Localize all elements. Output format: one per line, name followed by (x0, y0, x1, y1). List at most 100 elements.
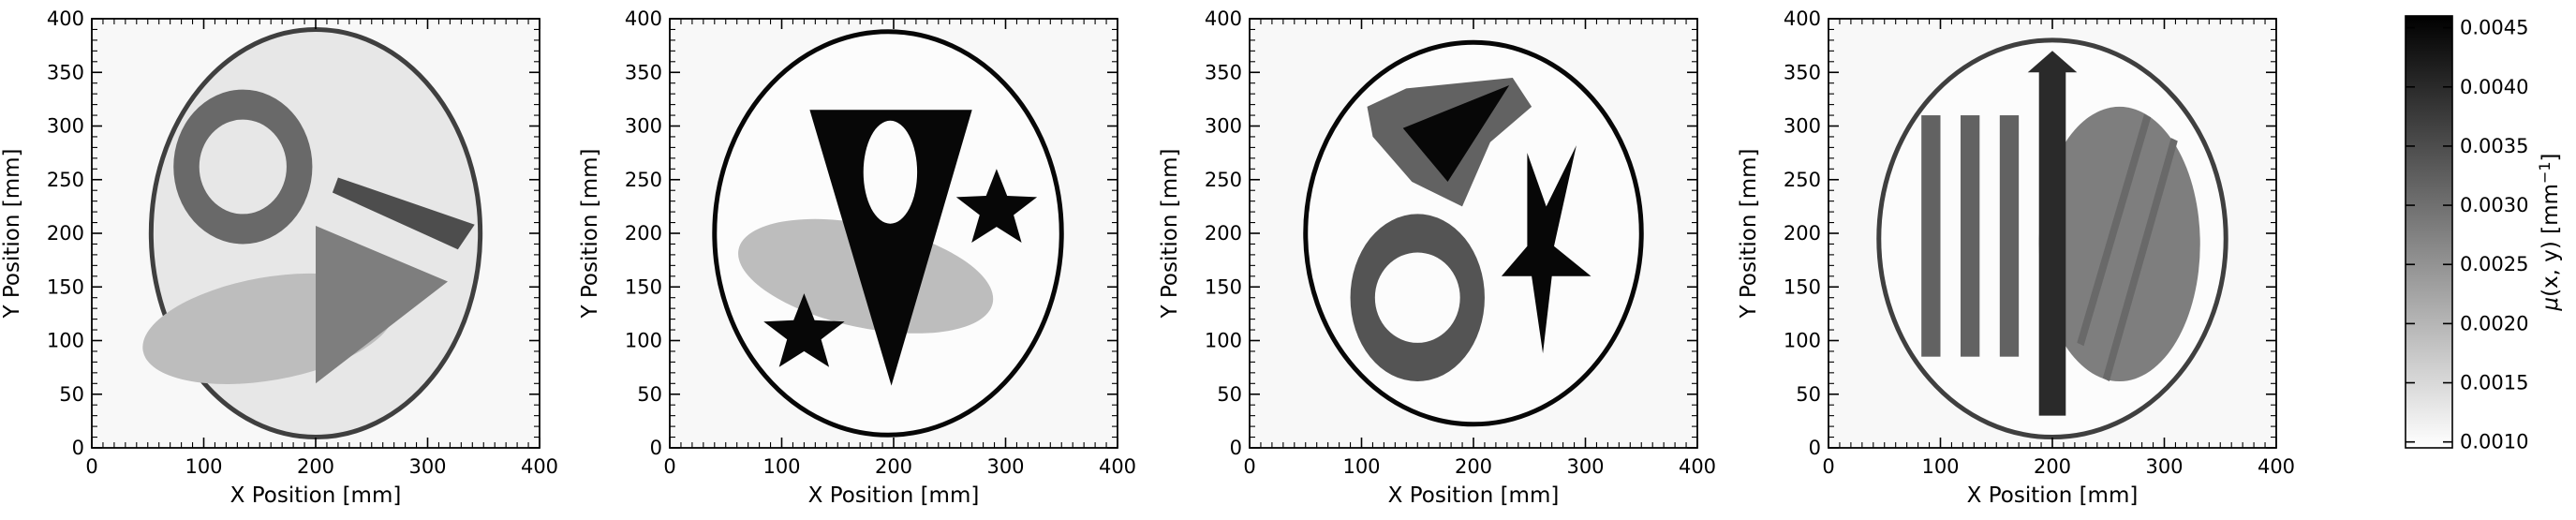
y-tick-label: 200 (625, 222, 662, 245)
y-axis-label: Y Position [mm] (578, 149, 602, 319)
phantom-ring (173, 89, 313, 245)
colorbar-label-mu: μ (2539, 297, 2563, 312)
phantom-bar (1921, 115, 1941, 357)
x-tick-label: 200 (1455, 455, 1492, 478)
y-tick-label: 250 (625, 169, 662, 191)
phantom-panel-4: 0 100 200 300 400 0 50 100 150 200 250 300 350 400 X P… (1737, 7, 2295, 508)
x-tick-label: 300 (1566, 455, 1604, 478)
y-tick-label: 100 (625, 330, 662, 352)
y-tick-label: 350 (47, 61, 84, 83)
x-axis-label: X Position [mm] (1967, 483, 2139, 508)
y-tick-label: 200 (1205, 222, 1242, 245)
phantom-shapes (1303, 39, 1644, 427)
phantom-ellipse (2038, 106, 2200, 382)
y-tick-label: 250 (1205, 169, 1242, 191)
phantom-polygon (332, 177, 475, 250)
colorbar-label: μ(x, y) [mm−1] (2536, 153, 2563, 311)
y-tick-label: 350 (1784, 61, 1821, 83)
x-tick-label: 0 (663, 455, 675, 478)
colorbar-tick-label: 0.0035 (2460, 135, 2528, 157)
y-tick-label: 100 (1784, 330, 1821, 352)
y-tick-label: 200 (47, 222, 84, 245)
y-tick-label: 400 (625, 7, 662, 30)
y-tick-label: 150 (1784, 275, 1821, 298)
x-tick-label: 200 (2034, 455, 2071, 478)
y-tick-label: 400 (47, 7, 84, 30)
x-tick-label: 100 (1342, 455, 1380, 478)
y-tick-label: 300 (1205, 115, 1242, 138)
y-tick-label: 350 (625, 61, 662, 83)
x-axis-label: X Position [mm] (230, 483, 402, 508)
y-axis-label: Y Position [mm] (1737, 149, 1761, 319)
x-tick-label: 300 (986, 455, 1024, 478)
x-tick-label: 0 (1243, 455, 1255, 478)
phantom-ellipse (863, 120, 918, 224)
colorbar-ticks: 0.0010 0.0015 0.0020 0.0025 0.0030 0.0035 0.00… (2406, 17, 2528, 453)
phantom-star (763, 293, 845, 367)
colorbar-tick-label: 0.0030 (2460, 194, 2528, 216)
y-tick-label: 100 (1205, 330, 1242, 352)
colorbar-gradient (2405, 15, 2453, 449)
colorbar: 0.0010 0.0015 0.0020 0.0025 0.0030 0.0035 0.00… (2405, 15, 2563, 453)
colorbar-label-sup: −1 (2536, 161, 2554, 184)
phantom-panel-3: 0 100 200 300 400 0 50 100 150 200 250 300 350 400 X P… (1158, 7, 1716, 508)
x-tick-label: 400 (521, 455, 558, 478)
y-tick-label: 50 (637, 383, 662, 406)
y-axis-label: Y Position [mm] (0, 149, 24, 319)
phantom-ring (1350, 214, 1485, 382)
phantom-panel-1: 0 100 200 300 400 0 50 100 150 200 250 300 350 400 X P… (0, 7, 558, 508)
colorbar-tick-label: 0.0040 (2460, 76, 2528, 98)
tick-marks (669, 18, 1118, 449)
x-tick-label: 0 (85, 455, 97, 478)
phantom-shapes (142, 26, 483, 440)
y-tick-label: 150 (47, 275, 84, 298)
y-axis-label: Y Position [mm] (1158, 149, 1182, 319)
phantom-bar (1999, 115, 2020, 357)
phantom-bar (1961, 115, 1980, 357)
colorbar-label-rest: (x, y) [mm (2539, 184, 2563, 297)
phantom-shapes (1876, 37, 2228, 440)
x-tick-label: 200 (875, 455, 912, 478)
x-tick-label: 400 (2258, 455, 2295, 478)
x-tick-label: 100 (1921, 455, 1959, 478)
x-axis-label: X Position [mm] (808, 483, 980, 508)
y-tick-label: 400 (1784, 7, 1821, 30)
x-axis-label: X Position [mm] (1388, 483, 1560, 508)
x-tick-label: 400 (1099, 455, 1136, 478)
phantom-panels: 0 100 200 300 400 0 50 100 150 200 250 300 350 400 X P… (0, 7, 2295, 508)
y-tick-label: 100 (47, 330, 84, 352)
y-tick-label: 300 (625, 115, 662, 138)
x-tick-label: 200 (297, 455, 334, 478)
phantom-polygon (2027, 51, 2078, 416)
colorbar-tick-label: 0.0010 (2460, 431, 2528, 453)
y-tick-label: 0 (650, 437, 662, 459)
y-tick-label: 50 (59, 383, 84, 406)
tick-marks (1249, 18, 1698, 449)
colorbar-tick-label: 0.0045 (2460, 17, 2528, 39)
phantom-star (955, 169, 1038, 243)
colorbar-tick-label: 0.0015 (2460, 372, 2528, 394)
y-tick-label: 0 (1809, 437, 1821, 459)
y-tick-label: 150 (1205, 275, 1242, 298)
colorbar-tick-label: 0.0020 (2460, 312, 2528, 334)
x-tick-label: 300 (408, 455, 446, 478)
phantom-polygon (809, 110, 972, 386)
y-tick-label: 350 (1205, 61, 1242, 83)
y-tick-label: 0 (1230, 437, 1242, 459)
y-tick-label: 0 (72, 437, 84, 459)
colorbar-label-close: ] (2539, 153, 2563, 161)
phantom-shapes (712, 29, 1064, 438)
phantom-polygon (316, 226, 448, 384)
y-tick-label: 50 (1217, 383, 1242, 406)
y-tick-label: 200 (1784, 222, 1821, 245)
phantom-polygon (1402, 85, 1510, 182)
x-tick-label: 100 (185, 455, 222, 478)
x-tick-label: 100 (762, 455, 800, 478)
phantom-polygon (1501, 145, 1591, 354)
colorbar-tick-label: 0.0025 (2460, 253, 2528, 275)
tick-marks (91, 18, 540, 449)
y-tick-label: 250 (47, 169, 84, 191)
x-tick-label: 300 (2145, 455, 2183, 478)
x-tick-label: 0 (1822, 455, 1834, 478)
